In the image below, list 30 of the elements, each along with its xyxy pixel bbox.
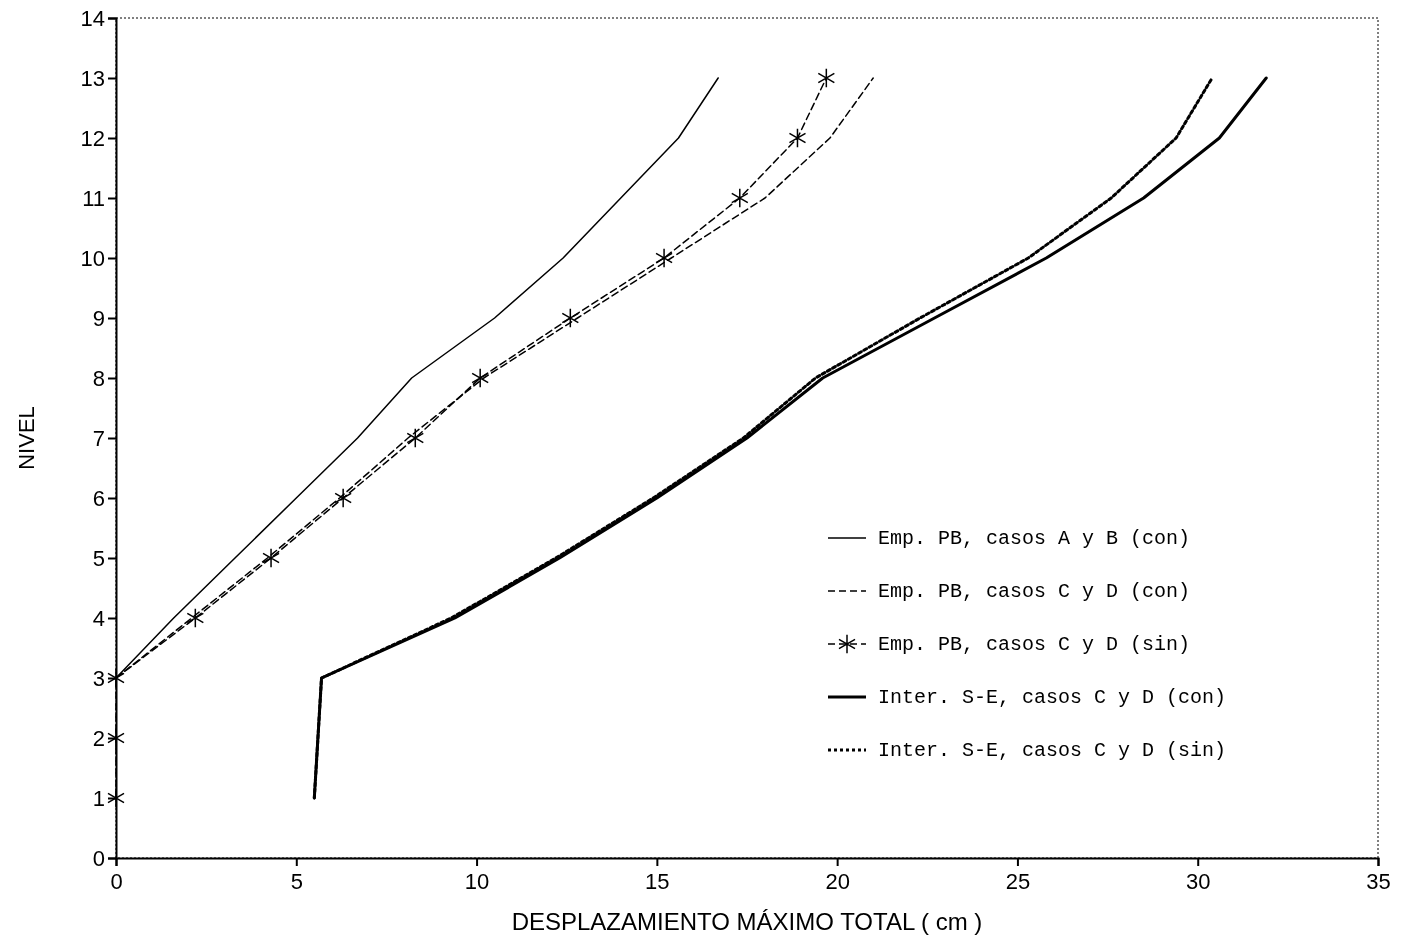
x-tick-label: 35 [1366, 868, 1391, 894]
y-tick-label: 5 [92, 545, 105, 571]
legend-label: Emp. PB, casos C y D (con) [878, 580, 1191, 603]
y-tick-label: 9 [92, 305, 105, 331]
y-tick-label: 4 [92, 605, 105, 631]
x-tick-label: 5 [290, 868, 303, 894]
x-tick-label: 15 [645, 868, 670, 894]
legend-label: Inter. S-E, casos C y D (con) [878, 686, 1227, 709]
y-tick-label: 8 [92, 365, 105, 391]
y-tick-label: 13 [80, 65, 105, 91]
y-tick-label: 3 [92, 665, 105, 691]
legend-label: Emp. PB, casos C y D (sin) [878, 633, 1191, 656]
y-tick-label: 11 [82, 185, 105, 211]
y-tick-label: 0 [92, 845, 105, 871]
y-tick-label: 7 [92, 425, 105, 451]
legend-label: Inter. S-E, casos C y D (sin) [878, 739, 1227, 762]
y-tick-label: 6 [92, 485, 105, 511]
x-tick-label: 25 [1005, 868, 1031, 894]
y-tick-label: 2 [92, 725, 105, 751]
y-axis-title: NIVEL [14, 406, 39, 470]
legend-label: Emp. PB, casos A y B (con) [878, 527, 1191, 550]
x-tick-label: 30 [1185, 868, 1211, 894]
y-tick-label: 14 [80, 5, 105, 31]
y-tick-label: 1 [92, 785, 105, 811]
x-axis-title: DESPLAZAMIENTO MÁXIMO TOTAL ( cm ) [511, 908, 983, 935]
x-tick-label: 0 [110, 868, 123, 894]
x-tick-label: 20 [825, 868, 850, 894]
y-tick-label: 10 [80, 245, 105, 271]
y-tick-label: 12 [80, 125, 105, 151]
x-tick-label: 10 [464, 868, 490, 894]
